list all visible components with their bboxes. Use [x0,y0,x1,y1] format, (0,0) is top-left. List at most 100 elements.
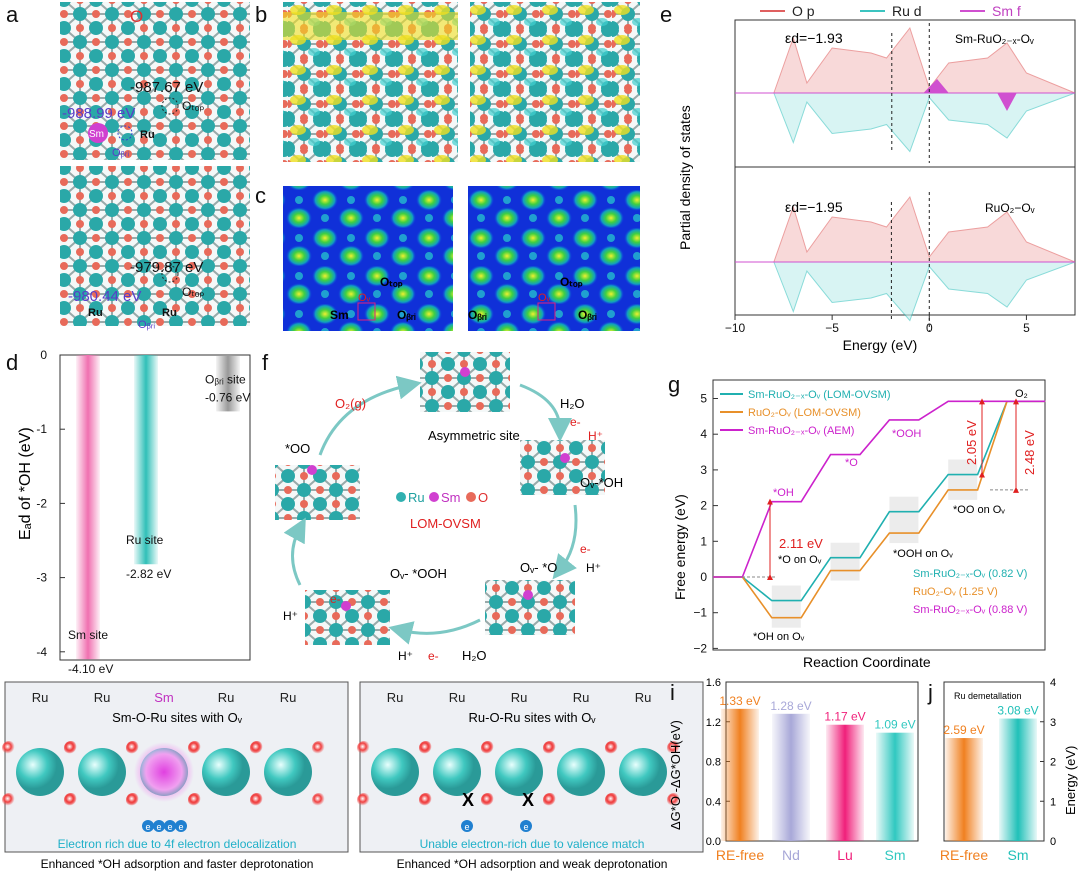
atom-label: Sm [154,690,174,705]
panel-label-b: b [255,2,267,27]
panel-label-f: f [262,350,269,375]
y-tick-label: -4 [36,645,47,659]
o-sphere [126,741,140,755]
o-sphere [357,741,371,755]
sm-label: Sm [89,129,104,140]
obri-label: Oᵦᵣᵢ [397,308,416,322]
o-sphere [2,793,16,807]
o-sphere [667,741,681,755]
electron-label: e [523,822,528,832]
obri-label: Oᵦᵣᵢ [578,308,597,322]
y-tick-label: 0.0 [706,836,721,848]
ru-sphere [78,748,126,796]
bar-Lu [826,724,864,841]
legend-o: O [478,490,488,505]
y-tick-label: 1 [700,534,707,548]
ru-sphere [202,748,250,796]
o-sphere [312,793,326,807]
o-sphere [543,793,557,807]
electron-label: e [145,822,150,832]
ru-sphere [557,748,605,796]
bar-value-label: -2.82 eV [126,567,171,581]
o-sphere [188,793,202,807]
y-tick-label: -2 [36,496,47,510]
o-sphere [357,793,371,807]
o-sphere [312,741,326,755]
atom-label: Ru [635,690,652,705]
sm-atom [88,123,108,143]
y-tick-label: 5 [700,392,707,406]
o-sphere [543,741,557,755]
electron-label: e [464,822,469,832]
d-band-center-label: εd=−1.95 [785,199,843,215]
x-tick-label: Sm [885,847,906,863]
x-tick-label: 5 [1023,321,1030,335]
panel-j: j Ru demetallation Energy (eV) 0 1 2 3 4 2.59… [927,677,1078,863]
step-label-lom: *OOH on Oᵥ [893,548,953,560]
o-sphere [419,793,433,807]
step-highlight [830,542,860,581]
step-label-aem: *OH [773,487,794,499]
slab-bottom-right [485,580,575,635]
elf-map-ru [468,186,640,331]
overpotential-label: Sm-RuO₂₋ₓ-Oᵥ (0.88 V) [913,604,1027,616]
y-tick-label: 0.4 [706,796,721,808]
bar-name: Oᵦᵣᵢ site [205,372,246,386]
charge-density-image-ru [470,2,640,162]
bar-value-label: 1.33 eV [719,694,760,708]
caption: Enhanced *OH adsorption and faster depro… [41,857,314,871]
bar-Sm [999,718,1037,841]
o-sphere [64,741,78,755]
panel-e: e Partial density of states Energy (eV) … [660,2,1076,353]
vacancy-box [537,302,556,321]
oo-label: *OO [285,441,310,456]
panel-g: g Free energy (eV) Reaction Coordinate −… [668,372,1046,670]
electron [520,820,532,832]
op-up-curve [773,195,1076,263]
y-tick-label: −1 [693,606,707,620]
bar-2 [216,355,240,412]
atom-label: Ru [218,690,235,705]
y-axis-label: Energy (eV) [1063,746,1078,815]
ru-sphere [16,748,64,796]
panel-label-c: c [255,183,266,208]
ru-sphere [264,748,312,796]
h2o-label: H₂O [462,648,487,663]
x-axis-label: Reaction Coordinate [803,654,931,670]
step-label-lom: *O on Oᵥ [778,554,822,566]
electron [164,820,176,832]
o2-gas-label: O₂(g) [335,396,366,411]
step-label-aem: *OOH [892,428,921,440]
d-band-center-label: εd=−1.93 [785,30,843,46]
y-tick-label: 4 [1050,677,1056,689]
ru-sphere [371,748,419,796]
x-tick-label: Nd [782,847,800,863]
electron [461,820,473,832]
proton-label: H⁺ [398,649,413,663]
electron-label: e- [570,415,581,429]
y-tick-label: 1.6 [706,677,721,689]
panel-a: a O -987.67 eV Oₜₒₚ -988.99 eV Sm Ru Oᵦᵣ… [6,2,250,331]
y-axis-label: ΔG*O -ΔG*OH(eV) [668,720,683,830]
ru-sphere [619,748,667,796]
o-sphere [481,741,495,755]
step-label-lom: *OH on Oᵥ [753,631,805,643]
atom-label: Ru [280,690,297,705]
bar-value-label: 1.17 eV [824,710,865,724]
energy-obri-sm: -988.99 eV [62,105,135,122]
ru-label: Ru [88,307,103,319]
electron-label: e [167,822,172,832]
energy-obri-ru: -980.44 eV [68,288,141,305]
annotation: 2.48 eV [1022,430,1037,475]
o-sphere [481,793,495,807]
note: Electron rich due to 4f electron delocal… [58,837,297,851]
atom-label: Ru [387,690,404,705]
atom-label: Ru [94,690,111,705]
bar-value-label: 1.09 eV [874,718,915,732]
energy-otop-sm: -987.67 eV [130,79,203,96]
y-tick-label: 2 [1050,757,1056,769]
chart-title: Ru demetallation [954,691,1022,701]
electron [153,820,165,832]
o-sphere [419,741,433,755]
